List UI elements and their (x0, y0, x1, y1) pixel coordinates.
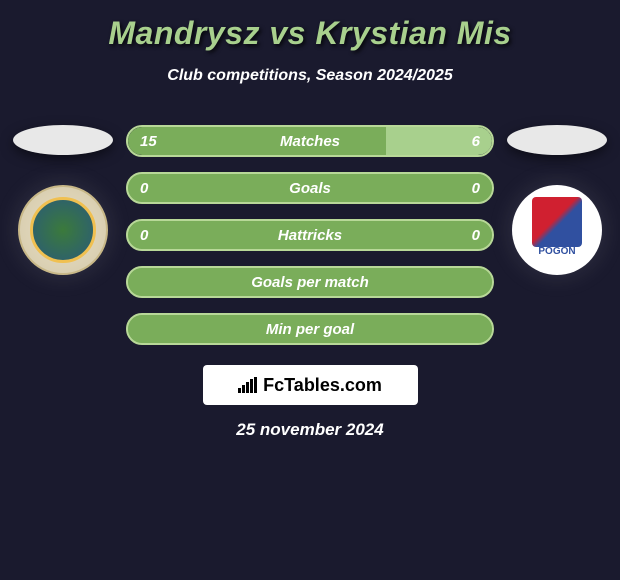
stat-bar: Goals per match (126, 266, 494, 298)
stat-bar: Min per goal (126, 313, 494, 345)
player-left-avatar (13, 125, 113, 155)
watermark[interactable]: FcTables.com (203, 365, 418, 405)
watermark-label: FcTables.com (263, 375, 382, 396)
stat-bar: 0 Goals 0 (126, 172, 494, 204)
page-title: Mandrysz vs Krystian Mis (0, 15, 620, 52)
stat-bar: 0 Hattricks 0 (126, 219, 494, 251)
date-text: 25 november 2024 (0, 420, 620, 440)
stat-value-right: 0 (452, 180, 492, 197)
stat-label: Matches (280, 133, 340, 150)
stat-bar: 15 Matches 6 (126, 125, 494, 157)
stat-label: Goals (289, 180, 331, 197)
stat-label: Hattricks (278, 227, 342, 244)
stat-value-left: 0 (128, 227, 168, 244)
chart-icon (238, 377, 257, 393)
stat-value-left: 15 (128, 133, 169, 150)
team-logo-left (18, 185, 108, 275)
comparison-widget: Mandrysz vs Krystian Mis Club competitio… (0, 0, 620, 450)
stat-value-right: 6 (452, 133, 492, 150)
stat-label: Goals per match (251, 274, 369, 291)
subtitle: Club competitions, Season 2024/2025 (0, 67, 620, 85)
player-right-column (502, 125, 612, 275)
stats-list: 15 Matches 6 0 Goals 0 0 Hattricks 0 Goals per ma… (118, 125, 502, 345)
player-right-avatar (507, 125, 607, 155)
team-logo-right (512, 185, 602, 275)
main-layout: 15 Matches 6 0 Goals 0 0 Hattricks 0 Goals per ma… (0, 125, 620, 345)
stat-value-left: 0 (128, 180, 168, 197)
player-left-column (8, 125, 118, 275)
stat-value-right: 0 (452, 227, 492, 244)
stat-label: Min per goal (266, 321, 354, 338)
